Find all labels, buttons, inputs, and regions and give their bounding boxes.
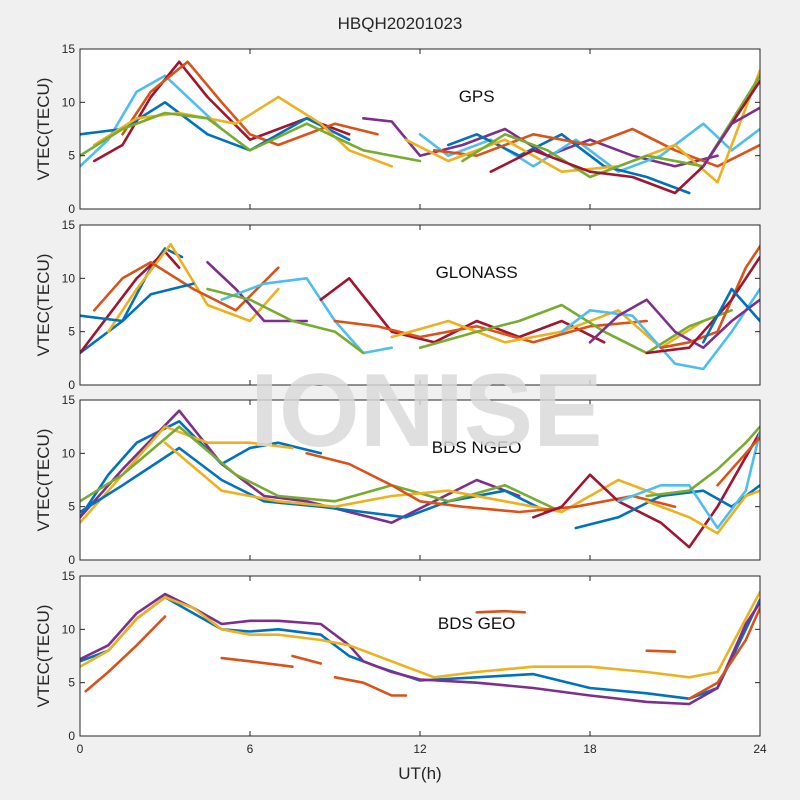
- series-line-3: [107, 242, 280, 334]
- x-axis-label: UT(h): [398, 764, 441, 783]
- ytick-label: 15: [62, 42, 76, 56]
- ytick-label: 5: [68, 676, 75, 690]
- ytick-label: 15: [62, 393, 76, 407]
- xtick-label: 24: [753, 742, 767, 756]
- series-line-7: [333, 675, 408, 697]
- series-line-6: [291, 654, 323, 665]
- series-line-15: [659, 245, 760, 350]
- series-line-11: [645, 425, 760, 498]
- series-line-14: [588, 298, 760, 350]
- panel-title: BDS NGEO: [432, 438, 522, 457]
- ytick-label: 0: [68, 553, 75, 567]
- figure-title: HBQH20201023: [337, 14, 463, 33]
- series-line-5: [80, 425, 564, 514]
- xtick-label: 6: [247, 742, 254, 756]
- ytick-label: 0: [68, 202, 75, 216]
- xtick-label: 0: [77, 742, 84, 756]
- y-axis-label: VTEC(TECU): [34, 78, 53, 181]
- subplot-3: 0 5 10 15 VTEC(TECU) BDS NGEO: [34, 393, 761, 567]
- series-line-8: [531, 430, 760, 549]
- ytick-label: 15: [62, 218, 76, 232]
- series-line-7: [305, 451, 677, 514]
- y-axis-label: VTEC(TECU): [34, 605, 53, 708]
- xtick-label: 12: [413, 742, 427, 756]
- series-line-4: [80, 446, 549, 519]
- series-line-11: [404, 69, 760, 184]
- series-line-16: [645, 255, 760, 355]
- series-line-8: [80, 282, 195, 323]
- plot-area: [80, 49, 760, 209]
- series-line-7: [206, 287, 365, 355]
- series-line-4: [92, 260, 280, 312]
- series-line-10: [687, 606, 760, 701]
- y-axis-label: VTEC(TECU): [34, 429, 53, 532]
- series-line-5: [206, 260, 309, 323]
- subplot-1: 0 5 10 15 VTEC(TECU) GPS: [34, 42, 761, 216]
- series-line-13: [716, 435, 760, 487]
- series-line-9: [446, 133, 691, 195]
- series-line-3: [80, 590, 760, 679]
- subplot-4: 0 5 10 15 VTEC(TECU) BDS GEO: [34, 569, 761, 743]
- y-axis-label: VTEC(TECU): [34, 254, 53, 357]
- series-line-5: [220, 656, 294, 669]
- ytick-label: 5: [68, 149, 75, 163]
- panel-title: GLONASS: [436, 263, 518, 282]
- series-line-9: [319, 276, 606, 344]
- series-line-2: [92, 60, 351, 163]
- plot-area: [80, 576, 760, 736]
- xtick-label: 18: [583, 742, 597, 756]
- ytick-label: 10: [62, 271, 76, 285]
- series-line-10: [616, 430, 760, 530]
- ytick-label: 10: [62, 622, 76, 636]
- panel-title: GPS: [459, 87, 495, 106]
- ytick-label: 0: [68, 378, 75, 392]
- series-group: [80, 60, 760, 195]
- series-line-5: [92, 95, 394, 168]
- series-line-12: [418, 303, 734, 355]
- series-group: [80, 242, 760, 371]
- subplot-2: 0 5 10 15 VTEC(TECU) GLONASS: [34, 218, 761, 392]
- ytick-label: 10: [62, 446, 76, 460]
- ytick-label: 15: [62, 569, 76, 583]
- series-line-2: [80, 592, 760, 706]
- ytick-label: 5: [68, 500, 75, 514]
- series-line-17: [701, 287, 760, 344]
- series-line-8: [475, 609, 527, 614]
- series-line-6: [80, 111, 422, 163]
- series-line-10: [432, 127, 760, 168]
- series-group: [80, 409, 760, 549]
- series-line-10: [333, 319, 649, 344]
- ytick-label: 5: [68, 325, 75, 339]
- series-line-6: [163, 441, 663, 514]
- series-line-14: [701, 106, 760, 168]
- series-group: [80, 590, 760, 706]
- series-line-2: [80, 250, 181, 355]
- ytick-label: 10: [62, 95, 76, 109]
- series-line-1: [80, 419, 323, 519]
- ytick-label: 0: [68, 729, 75, 743]
- series-line-1: [80, 74, 223, 168]
- series-line-4: [84, 615, 167, 693]
- series-line-8: [418, 122, 760, 173]
- series-line-3: [80, 425, 294, 525]
- series-line-13: [560, 287, 760, 371]
- series-line-12: [645, 489, 760, 535]
- panel-title: BDS GEO: [438, 614, 515, 633]
- plot-area: [80, 225, 760, 385]
- series-line-9: [645, 649, 677, 654]
